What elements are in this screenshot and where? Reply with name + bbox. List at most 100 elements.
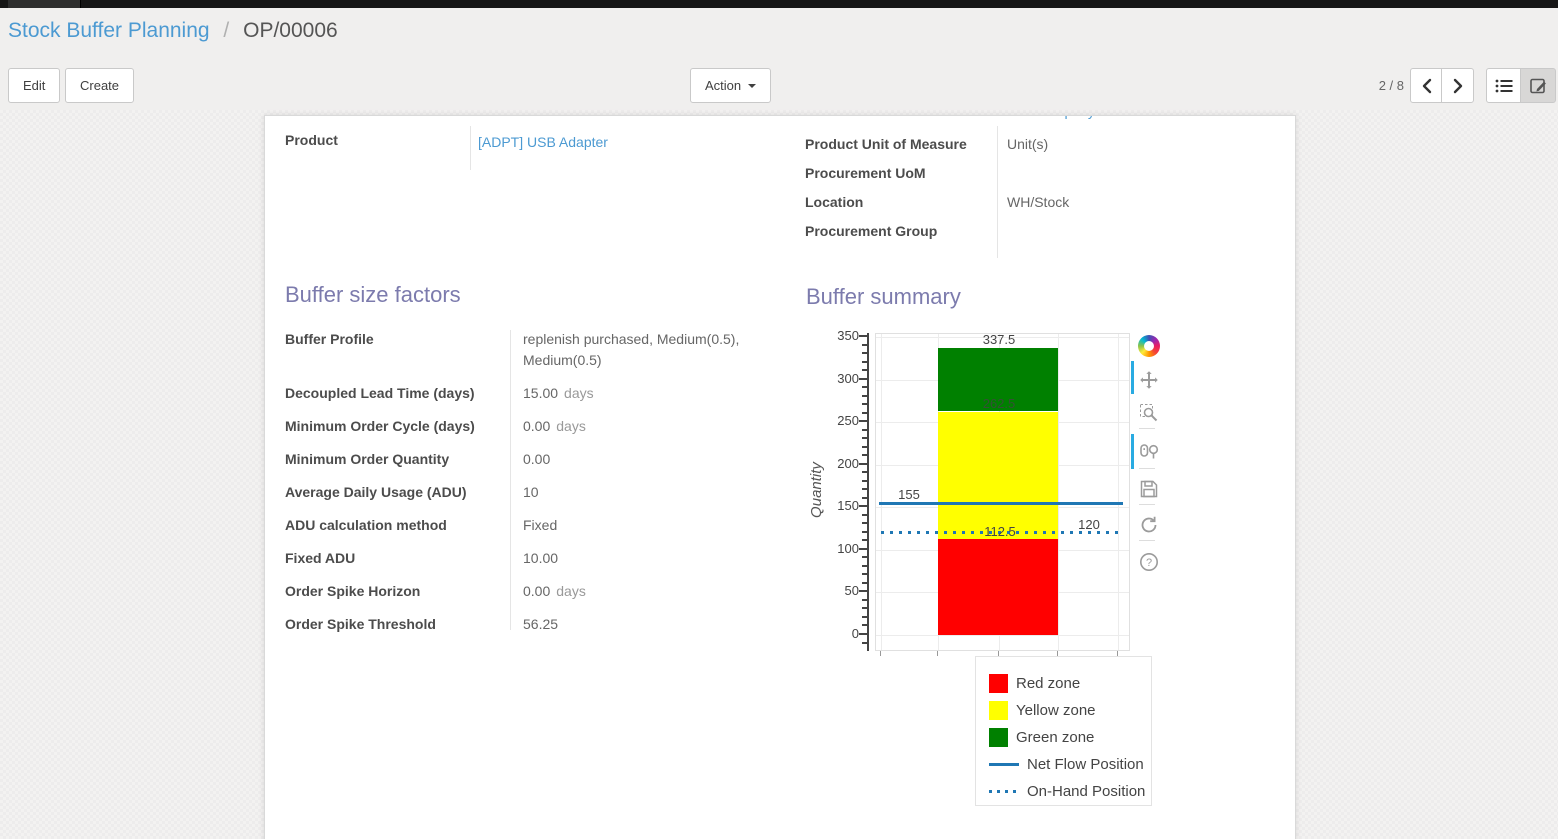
y-major-tick bbox=[859, 462, 867, 465]
column-separator bbox=[997, 126, 998, 258]
field-row: ADU calculation method Fixed bbox=[285, 515, 767, 536]
y-minor-tick bbox=[862, 352, 867, 355]
y-minor-tick bbox=[862, 615, 867, 618]
x-tick bbox=[1117, 651, 1118, 656]
legend-item[interactable]: Yellow zone bbox=[976, 697, 1151, 724]
y-minor-tick bbox=[862, 530, 867, 533]
x-tick bbox=[937, 651, 938, 656]
field-row: Order Spike Horizon 0.00 days bbox=[285, 581, 767, 602]
field-label: Buffer Profile bbox=[285, 331, 374, 347]
help-icon[interactable]: ? bbox=[1137, 550, 1161, 574]
form-view-button[interactable] bbox=[1520, 68, 1556, 103]
pager-count: 2 / 8 bbox=[1378, 78, 1404, 93]
field-row: Buffer Profile replenish purchased, Mediu… bbox=[285, 329, 767, 371]
unit-suffix: days bbox=[556, 583, 586, 599]
gridline-horizontal bbox=[876, 337, 1129, 338]
red-zone-bar bbox=[938, 539, 1058, 635]
buffer-size-factors-title: Buffer size factors bbox=[285, 282, 461, 307]
pager-previous-button[interactable] bbox=[1410, 68, 1443, 103]
y-major-tick bbox=[859, 590, 867, 593]
compare-hover-icon[interactable] bbox=[1137, 440, 1161, 464]
legend-item[interactable]: Net Flow Position bbox=[976, 751, 1151, 778]
modebar-separator bbox=[1139, 468, 1155, 469]
breadcrumb: Stock Buffer Planning / OP/00006 bbox=[8, 19, 338, 43]
plotly-logo-icon[interactable] bbox=[1137, 334, 1161, 358]
y-minor-tick bbox=[862, 403, 867, 406]
y-minor-tick bbox=[862, 539, 867, 542]
y-minor-tick bbox=[862, 411, 867, 414]
chart-annotation: 337.5 bbox=[982, 331, 1016, 347]
list-icon bbox=[1495, 79, 1512, 92]
chart-legend: Red zone Yellow zone Green zone Net Flow Po… bbox=[975, 656, 1152, 806]
save-icon[interactable] bbox=[1137, 477, 1161, 501]
action-dropdown-button[interactable]: Action bbox=[690, 68, 772, 103]
field-label: Decoupled Lead Time (days) bbox=[285, 385, 475, 401]
zoom-box-icon[interactable] bbox=[1137, 401, 1161, 425]
legend-swatch bbox=[989, 674, 1008, 693]
field-row: Procurement UoM bbox=[805, 163, 1275, 183]
legend-item[interactable]: Red zone bbox=[976, 670, 1151, 697]
field-value: 0.00 days bbox=[523, 418, 586, 434]
y-minor-tick bbox=[862, 496, 867, 499]
field-value: 10 bbox=[523, 484, 539, 500]
svg-text:?: ? bbox=[1146, 557, 1152, 569]
top-navbar bbox=[0, 0, 1558, 8]
field-row: Decoupled Lead Time (days) 15.00 days bbox=[285, 383, 767, 404]
field-label: Minimum Order Quantity bbox=[285, 451, 450, 467]
y-major-tick bbox=[859, 377, 867, 380]
field-value bbox=[997, 221, 1007, 241]
gridline-vertical bbox=[881, 334, 882, 650]
legend-label: Green zone bbox=[1016, 729, 1095, 746]
legend-swatch bbox=[989, 728, 1008, 747]
reset-axes-icon[interactable] bbox=[1137, 513, 1161, 537]
field-label: Fixed ADU bbox=[285, 550, 356, 566]
breadcrumb-current: OP/00006 bbox=[243, 19, 338, 42]
clipped-company-row: Company bbox=[1035, 116, 1175, 120]
y-minor-tick bbox=[862, 454, 867, 457]
chart-annotation: 112.5 bbox=[984, 524, 1016, 540]
y-minor-tick bbox=[862, 428, 867, 431]
y-minor-tick bbox=[862, 386, 867, 389]
navbar-menu-segment[interactable] bbox=[8, 0, 81, 8]
product-link[interactable]: [ADPT] USB Adapter bbox=[478, 134, 608, 150]
field-value-link[interactable]: WH/Stock bbox=[1007, 194, 1070, 210]
y-minor-tick bbox=[862, 488, 867, 491]
y-minor-tick bbox=[862, 513, 867, 516]
field-value-link[interactable]: Fixed bbox=[523, 517, 558, 533]
field-row: Average Daily Usage (ADU) 10 bbox=[285, 482, 767, 503]
field-label: ADU calculation method bbox=[285, 517, 447, 533]
legend-label: Yellow zone bbox=[1016, 702, 1096, 719]
chevron-left-icon bbox=[1422, 78, 1431, 93]
y-minor-tick bbox=[862, 556, 867, 559]
y-minor-tick bbox=[862, 369, 867, 372]
y-minor-tick bbox=[862, 564, 867, 567]
on-hand-position-line bbox=[881, 531, 1119, 535]
field-value: 15.00 days bbox=[523, 385, 594, 401]
legend-label: Red zone bbox=[1016, 675, 1081, 692]
legend-label: On-Hand Position bbox=[1027, 783, 1146, 800]
list-view-button[interactable] bbox=[1486, 68, 1521, 103]
legend-item[interactable]: On-Hand Position bbox=[976, 778, 1151, 805]
modebar-separator bbox=[1139, 540, 1155, 541]
field-row: Order Spike Threshold 56.25 bbox=[285, 614, 767, 635]
pager-next-button[interactable] bbox=[1441, 68, 1474, 103]
y-minor-tick bbox=[862, 394, 867, 397]
field-value: 56.25 bbox=[523, 616, 559, 632]
field-value-link[interactable]: replenish purchased, Medium(0.5), Medium… bbox=[523, 331, 740, 368]
x-tick bbox=[880, 651, 881, 656]
legend-swatch bbox=[989, 701, 1008, 720]
legend-item[interactable]: Green zone bbox=[976, 724, 1151, 751]
buffer-summary-title: Buffer summary bbox=[806, 284, 961, 309]
field-label: Procurement UoM bbox=[805, 165, 926, 181]
y-minor-tick bbox=[862, 573, 867, 576]
y-tick-label: 350 bbox=[837, 328, 859, 343]
create-button[interactable]: Create bbox=[65, 68, 135, 103]
edit-button[interactable]: Edit bbox=[8, 68, 61, 103]
pan-icon[interactable] bbox=[1137, 368, 1161, 392]
x-tick bbox=[1057, 651, 1058, 656]
chart-annotation: 155 bbox=[898, 487, 920, 503]
y-minor-tick bbox=[862, 343, 867, 346]
breadcrumb-parent-link[interactable]: Stock Buffer Planning bbox=[8, 19, 210, 42]
y-minor-tick bbox=[862, 479, 867, 482]
y-major-tick bbox=[859, 633, 867, 635]
